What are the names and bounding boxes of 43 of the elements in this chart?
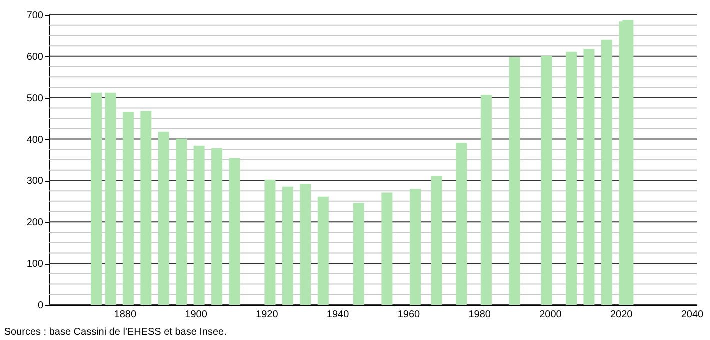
bar <box>353 203 364 305</box>
x-tick-label: 2000 <box>540 310 562 320</box>
bar <box>158 132 170 305</box>
source-note: Sources : base Cassini de l'EHESS et base Insee. <box>4 327 227 338</box>
y-tick-label: 200 <box>26 218 44 229</box>
bar <box>229 158 240 305</box>
x-tick-label: 2020 <box>610 310 634 320</box>
y-tick-label: 100 <box>26 259 44 270</box>
bar <box>601 40 612 305</box>
y-tick-label: 0 <box>38 300 44 312</box>
y-tick-label: 600 <box>26 52 44 63</box>
bar <box>480 94 492 305</box>
x-tick-label: 1960 <box>398 310 421 320</box>
y-tick-label: 700 <box>26 10 44 22</box>
bar <box>91 92 102 305</box>
bar <box>140 111 152 305</box>
bar <box>194 146 205 305</box>
bar <box>541 56 552 305</box>
x-tick-label: 1920 <box>256 310 279 320</box>
bar <box>431 176 442 305</box>
y-tick-label: 500 <box>26 93 44 104</box>
x-tick-label: 1940 <box>326 310 350 320</box>
bar <box>509 57 520 305</box>
bar <box>622 20 634 305</box>
bar <box>382 192 393 305</box>
bar <box>410 189 422 305</box>
x-tick-label: 1900 <box>185 310 208 320</box>
x-tick-label: 1980 <box>468 310 492 320</box>
bar <box>122 112 134 305</box>
bar <box>105 92 116 305</box>
bar <box>318 196 329 305</box>
y-tick-label: 400 <box>26 134 44 146</box>
bar <box>584 48 595 305</box>
bar <box>300 184 312 305</box>
bar <box>282 186 294 305</box>
bar <box>264 180 276 305</box>
bar <box>176 138 188 305</box>
x-tick-label: 2040 <box>681 310 704 320</box>
bar <box>456 143 468 305</box>
bar <box>212 148 223 305</box>
bar <box>566 52 577 305</box>
x-tick-label: 1880 <box>114 310 137 320</box>
y-tick-label: 300 <box>26 176 44 188</box>
